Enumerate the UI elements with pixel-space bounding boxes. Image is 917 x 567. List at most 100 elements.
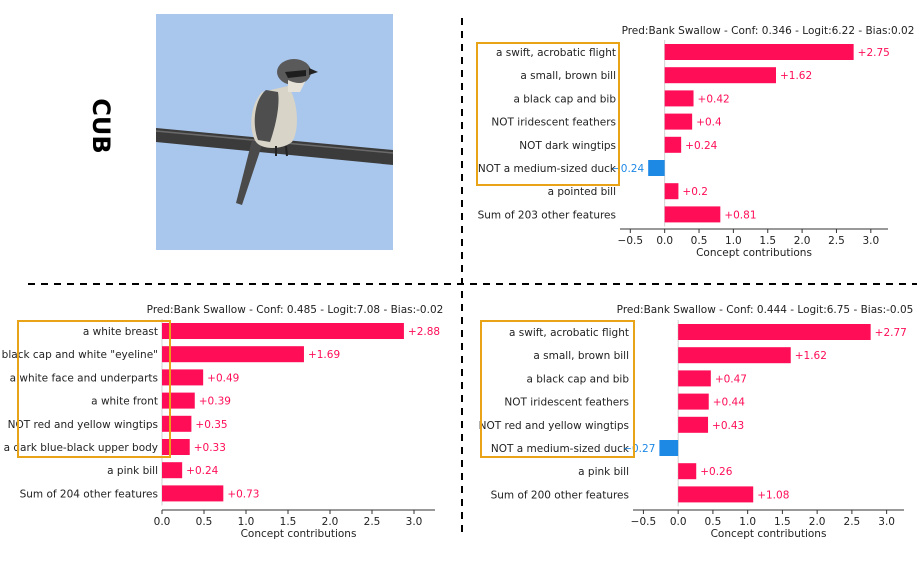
value-label: +1.69 xyxy=(308,349,340,361)
category-label: a pointed bill xyxy=(548,186,616,198)
bar xyxy=(678,347,791,364)
value-label: +0.24 xyxy=(685,140,717,152)
bar xyxy=(162,323,404,339)
category-label: NOT red and yellow wingtips xyxy=(479,420,629,432)
bar xyxy=(678,463,697,480)
chart-bottom-left: Pred:Bank Swallow - Conf: 0.485 - Logit:… xyxy=(2,304,444,540)
value-label: −0.24 xyxy=(612,163,644,175)
value-label: +0.42 xyxy=(698,93,730,105)
bar xyxy=(162,369,204,386)
x-tick-label: 2.5 xyxy=(844,516,861,528)
value-label: +0.73 xyxy=(227,488,259,500)
category-label: a swift, acrobatic flight xyxy=(509,327,629,339)
bar xyxy=(664,183,679,200)
bar xyxy=(162,439,190,455)
category-label: black cap and white "eyeline" xyxy=(2,349,158,361)
value-label: +0.4 xyxy=(696,117,722,129)
value-label: +0.33 xyxy=(194,442,226,454)
category-label: NOT dark wingtips xyxy=(519,140,616,152)
value-label: +0.24 xyxy=(186,465,218,477)
x-tick-label: 1.5 xyxy=(759,235,776,247)
chart-top-right: Pred:Bank Swallow - Conf: 0.346 - Logit:… xyxy=(476,25,914,259)
bird-photo xyxy=(155,14,394,250)
value-label: +0.39 xyxy=(199,396,231,408)
category-label: NOT iridescent feathers xyxy=(504,397,629,409)
highlight-box xyxy=(476,42,620,186)
value-label: +0.35 xyxy=(195,419,227,431)
value-label: +0.2 xyxy=(682,186,708,198)
bar xyxy=(664,113,693,130)
x-tick-label: 2.5 xyxy=(828,235,845,247)
bar xyxy=(678,370,711,387)
x-tick-label: 3.0 xyxy=(406,516,423,528)
category-label: a black cap and bib xyxy=(513,93,616,105)
value-label: +2.77 xyxy=(875,327,907,339)
category-label: NOT a medium-sized duck xyxy=(491,443,630,455)
bird-tail xyxy=(236,140,262,205)
bar xyxy=(664,44,854,60)
category-label: NOT a medium-sized duck xyxy=(478,163,617,175)
value-label: +1.08 xyxy=(757,489,789,501)
value-label: +0.26 xyxy=(700,466,732,478)
bird-wing xyxy=(254,90,279,142)
bar xyxy=(162,392,195,409)
bar xyxy=(664,90,694,107)
bird-mask xyxy=(285,70,306,78)
category-label: NOT red and yellow wingtips xyxy=(8,419,158,431)
x-tick-label: −0.5 xyxy=(631,516,657,528)
x-axis-label: Concept contributions xyxy=(241,528,357,540)
dataset-label: CUB xyxy=(87,98,115,153)
category-label: a white face and underparts xyxy=(10,372,158,384)
bar xyxy=(678,486,754,503)
category-label: a white front xyxy=(91,396,158,408)
bar xyxy=(664,136,682,153)
value-label: −0.27 xyxy=(623,443,655,455)
category-label: a small, brown bill xyxy=(533,350,629,362)
x-tick-label: 0.5 xyxy=(691,235,708,247)
x-tick-label: −0.5 xyxy=(618,235,644,247)
chart-title: Pred:Bank Swallow - Conf: 0.485 - Logit:… xyxy=(147,304,444,316)
bar xyxy=(162,462,183,479)
x-tick-label: 1.5 xyxy=(280,516,297,528)
value-label: +0.47 xyxy=(715,373,747,385)
value-label: +0.49 xyxy=(207,372,239,384)
x-tick-label: 2.0 xyxy=(809,516,826,528)
category-label: a small, brown bill xyxy=(520,70,616,82)
x-tick-label: 1.5 xyxy=(774,516,791,528)
category-label: NOT iridescent feathers xyxy=(491,117,616,129)
x-tick-label: 0.0 xyxy=(154,516,171,528)
value-label: +1.62 xyxy=(795,350,827,362)
highlight-box xyxy=(17,320,171,458)
bar xyxy=(664,67,776,84)
bar xyxy=(678,393,709,410)
bar xyxy=(678,324,871,340)
value-label: +0.43 xyxy=(712,420,744,432)
bar xyxy=(162,415,192,432)
x-tick-label: 1.0 xyxy=(725,235,742,247)
chart-title: Pred:Bank Swallow - Conf: 0.444 - Logit:… xyxy=(617,304,914,316)
category-label: Sum of 204 other features xyxy=(20,488,158,500)
category-label: a pink bill xyxy=(578,466,629,478)
category-label: a dark blue-black upper body xyxy=(4,442,158,454)
x-tick-label: 3.0 xyxy=(878,516,895,528)
bar xyxy=(648,160,665,176)
bird-legs xyxy=(275,145,288,157)
x-tick-label: 0.0 xyxy=(670,516,687,528)
value-label: +2.75 xyxy=(858,47,890,59)
bar xyxy=(678,416,709,433)
x-tick-label: 0.5 xyxy=(705,516,722,528)
value-label: +2.88 xyxy=(408,326,440,338)
x-tick-label: 3.0 xyxy=(862,235,879,247)
x-axis-label: Concept contributions xyxy=(711,528,827,540)
value-label: +0.81 xyxy=(724,209,756,221)
x-tick-label: 0.0 xyxy=(656,235,673,247)
category-label: a swift, acrobatic flight xyxy=(496,47,616,59)
value-label: +1.62 xyxy=(780,70,812,82)
x-tick-label: 2.0 xyxy=(794,235,811,247)
value-label: +0.44 xyxy=(713,397,745,409)
x-tick-label: 2.0 xyxy=(322,516,339,528)
x-tick-label: 2.5 xyxy=(364,516,381,528)
category-label: a pink bill xyxy=(107,465,158,477)
bar xyxy=(162,346,304,363)
